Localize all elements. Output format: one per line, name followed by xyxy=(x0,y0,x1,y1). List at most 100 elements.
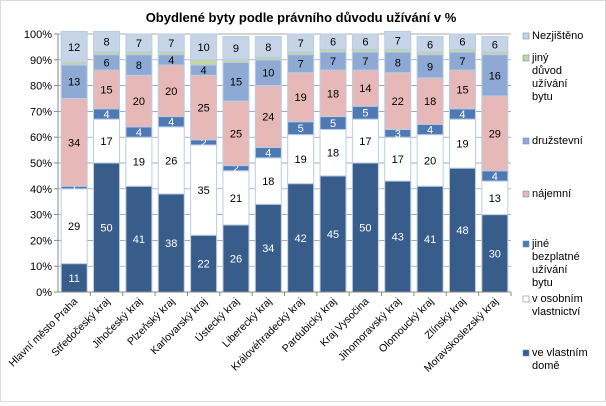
data-label: 10 xyxy=(262,68,274,80)
legend-label: v osobním xyxy=(532,293,583,305)
data-label: 18 xyxy=(327,88,339,100)
data-label: 5 xyxy=(298,123,304,135)
legend-label: bytu xyxy=(532,91,553,103)
bar-segment xyxy=(157,126,185,195)
data-label: 29 xyxy=(68,221,80,233)
data-label: 4 xyxy=(427,124,433,136)
data-label: 16 xyxy=(489,70,501,82)
data-label: 26 xyxy=(230,253,242,265)
data-label: 43 xyxy=(392,232,404,244)
data-label: 17 xyxy=(392,154,404,166)
data-label: 7 xyxy=(298,59,304,71)
bar-segment xyxy=(416,36,444,53)
bar-segment xyxy=(384,180,412,293)
bar-segment xyxy=(481,54,509,97)
data-label: 34 xyxy=(262,243,274,255)
data-label: 25 xyxy=(230,128,242,140)
data-label: 6 xyxy=(492,39,498,51)
data-label: 38 xyxy=(165,238,177,250)
bar-segment xyxy=(319,128,347,177)
legend-swatch xyxy=(522,349,530,357)
data-label: 3 xyxy=(395,128,401,140)
data-label: 11 xyxy=(68,273,79,285)
data-label: 4 xyxy=(168,117,174,129)
bar-segment xyxy=(190,234,218,293)
data-label: 24 xyxy=(262,112,274,124)
legend-label: vlastnictví xyxy=(532,306,580,318)
data-label: 21 xyxy=(230,193,242,205)
data-label: 50 xyxy=(100,223,112,235)
bar-segment xyxy=(254,85,282,149)
data-label: 22 xyxy=(392,96,404,108)
data-label: 7 xyxy=(168,38,174,50)
legend-swatch xyxy=(522,190,530,198)
bar-segment xyxy=(448,118,476,169)
data-label: 41 xyxy=(424,234,436,246)
legend-swatch xyxy=(522,32,530,40)
legend-label: domě xyxy=(532,360,560,372)
data-label: 20 xyxy=(133,96,145,108)
legend-label: užívání xyxy=(532,264,567,276)
data-label: 6 xyxy=(103,57,109,69)
x-tick-label: Středočeský kraj xyxy=(49,296,112,359)
data-label: 34 xyxy=(68,137,80,149)
data-label: 8 xyxy=(395,57,401,69)
bar-segment xyxy=(254,157,282,205)
data-label: 20 xyxy=(424,155,436,167)
y-tick-label: 10% xyxy=(30,261,52,273)
data-label: 8 xyxy=(265,42,271,54)
data-label: 18 xyxy=(262,176,274,188)
bar-segment xyxy=(384,30,412,50)
bar-segment xyxy=(93,30,121,53)
y-tick-label: 50% xyxy=(30,158,52,170)
data-label: 8 xyxy=(136,60,142,72)
bar-segment xyxy=(448,33,476,50)
data-label: 5 xyxy=(362,108,368,120)
data-label: 9 xyxy=(233,43,239,55)
data-label: 13 xyxy=(489,193,501,205)
data-label: 15 xyxy=(456,84,468,96)
data-label: 6 xyxy=(427,39,433,51)
bar-segment xyxy=(351,162,379,293)
data-label: 5 xyxy=(330,118,336,130)
bar-segment xyxy=(125,74,153,128)
bar-segment xyxy=(125,136,153,187)
data-label: 7 xyxy=(459,56,465,68)
y-tick-label: 40% xyxy=(30,184,52,196)
data-label: 42 xyxy=(295,233,307,245)
bar-segment xyxy=(222,170,250,226)
data-label: 19 xyxy=(295,92,307,104)
bar-segment xyxy=(125,33,153,53)
bar-segment xyxy=(481,95,509,172)
bar-segment xyxy=(157,33,185,53)
data-label: 15 xyxy=(230,77,242,89)
data-label: 30 xyxy=(489,248,501,260)
legend-label: důvod xyxy=(532,65,562,77)
data-label: 19 xyxy=(456,139,468,151)
legend-swatch xyxy=(522,137,530,145)
legend-label: ve vlastním xyxy=(532,347,588,359)
x-tick-label: Karlovarský kraj xyxy=(148,296,209,357)
data-label: 6 xyxy=(362,37,368,49)
data-label: 45 xyxy=(327,229,339,241)
y-tick-label: 60% xyxy=(30,132,52,144)
legend-swatch xyxy=(522,54,530,62)
legend-label: užívání xyxy=(532,78,567,90)
bar-segment xyxy=(384,72,412,130)
data-label: 12 xyxy=(68,42,80,54)
data-label: 4 xyxy=(492,171,498,183)
data-label: 15 xyxy=(100,84,112,96)
bar-segment xyxy=(287,183,315,293)
data-label: 4 xyxy=(201,65,207,77)
bar-segment xyxy=(190,74,218,141)
bar-segment xyxy=(222,36,250,61)
bar-segment xyxy=(319,33,347,50)
data-label: 7 xyxy=(136,38,142,50)
data-label: 1 xyxy=(71,183,77,195)
bar-segment xyxy=(481,36,509,53)
bar-segment xyxy=(93,162,121,293)
y-tick-label: 30% xyxy=(30,210,52,222)
legend-label: Nezjištěno xyxy=(532,30,583,42)
data-label: 48 xyxy=(456,225,468,237)
